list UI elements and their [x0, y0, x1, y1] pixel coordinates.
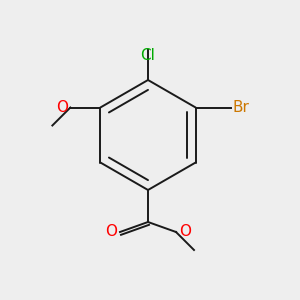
Text: O: O [105, 224, 117, 239]
Text: Cl: Cl [141, 48, 155, 63]
Text: O: O [56, 100, 68, 115]
Text: Br: Br [232, 100, 250, 115]
Text: O: O [179, 224, 191, 239]
